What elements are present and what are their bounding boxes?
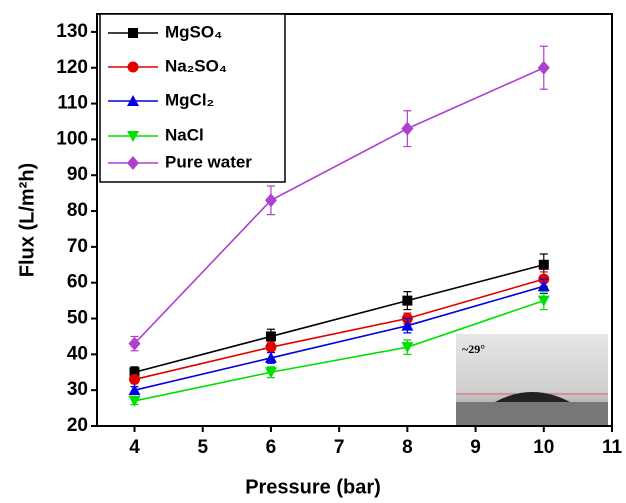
marker bbox=[264, 367, 277, 379]
marker bbox=[127, 95, 139, 106]
series bbox=[128, 45, 550, 352]
inset-image: ~29° bbox=[456, 334, 608, 426]
series bbox=[128, 291, 550, 407]
x-tick-label: 9 bbox=[470, 437, 481, 458]
legend-label: Na₂SO₄ bbox=[165, 56, 227, 75]
y-axis-label: Flux (L/m²h) bbox=[16, 163, 38, 277]
series-line bbox=[134, 299, 545, 402]
marker bbox=[401, 121, 414, 136]
y-tick-label: 70 bbox=[67, 236, 88, 257]
marker bbox=[128, 28, 138, 38]
marker bbox=[264, 351, 277, 363]
legend-label: MgCl₂ bbox=[165, 90, 214, 109]
marker bbox=[129, 367, 140, 378]
marker bbox=[265, 331, 276, 342]
inset-label: ~29° bbox=[462, 342, 485, 356]
marker bbox=[537, 60, 550, 75]
y-tick-label: 20 bbox=[67, 415, 88, 436]
series-line bbox=[134, 278, 545, 381]
y-tick-label: 110 bbox=[57, 93, 88, 114]
marker bbox=[401, 342, 414, 354]
y-tick-label: 60 bbox=[67, 272, 88, 293]
legend-label: MgSO₄ bbox=[165, 22, 222, 41]
y-tick-label: 80 bbox=[67, 200, 88, 221]
x-tick-label: 5 bbox=[197, 437, 208, 458]
x-tick-label: 11 bbox=[602, 437, 623, 458]
x-tick-label: 10 bbox=[533, 437, 554, 458]
plot-frame bbox=[96, 13, 613, 427]
marker bbox=[128, 395, 141, 407]
legend-label: NaCl bbox=[165, 125, 204, 144]
x-tick-label: 6 bbox=[266, 437, 277, 458]
legend: MgSO₄ Na₂SO₄ MgCl₂ NaCl Pure water bbox=[99, 13, 286, 183]
marker bbox=[128, 384, 141, 396]
marker bbox=[264, 193, 277, 208]
marker bbox=[127, 156, 139, 170]
marker bbox=[129, 373, 141, 385]
y-tick-label: 100 bbox=[56, 128, 88, 149]
y-tick-label: 130 bbox=[56, 21, 88, 42]
marker bbox=[401, 319, 414, 331]
marker bbox=[127, 61, 139, 73]
marker bbox=[538, 259, 549, 270]
y-tick-label: 40 bbox=[67, 343, 88, 364]
x-axis-label: Pressure (bar) bbox=[245, 476, 381, 498]
marker bbox=[127, 131, 139, 142]
series-line bbox=[134, 264, 544, 374]
y-tick-label: 90 bbox=[67, 164, 88, 185]
y-tick-label: 50 bbox=[67, 308, 88, 329]
x-tick-label: 8 bbox=[402, 437, 413, 458]
x-tick-label: 4 bbox=[129, 437, 140, 458]
legend-label: Pure water bbox=[165, 152, 252, 171]
marker bbox=[537, 295, 550, 307]
y-tick-label: 120 bbox=[56, 57, 88, 78]
marker bbox=[402, 295, 413, 306]
marker bbox=[128, 336, 141, 351]
series bbox=[128, 278, 550, 396]
x-tick-label: 7 bbox=[334, 437, 345, 458]
legend-box bbox=[99, 13, 286, 183]
y-tick-label: 30 bbox=[67, 379, 88, 400]
marker bbox=[265, 341, 277, 353]
series-line bbox=[134, 285, 545, 391]
marker bbox=[537, 280, 550, 292]
series-line bbox=[133, 67, 545, 345]
